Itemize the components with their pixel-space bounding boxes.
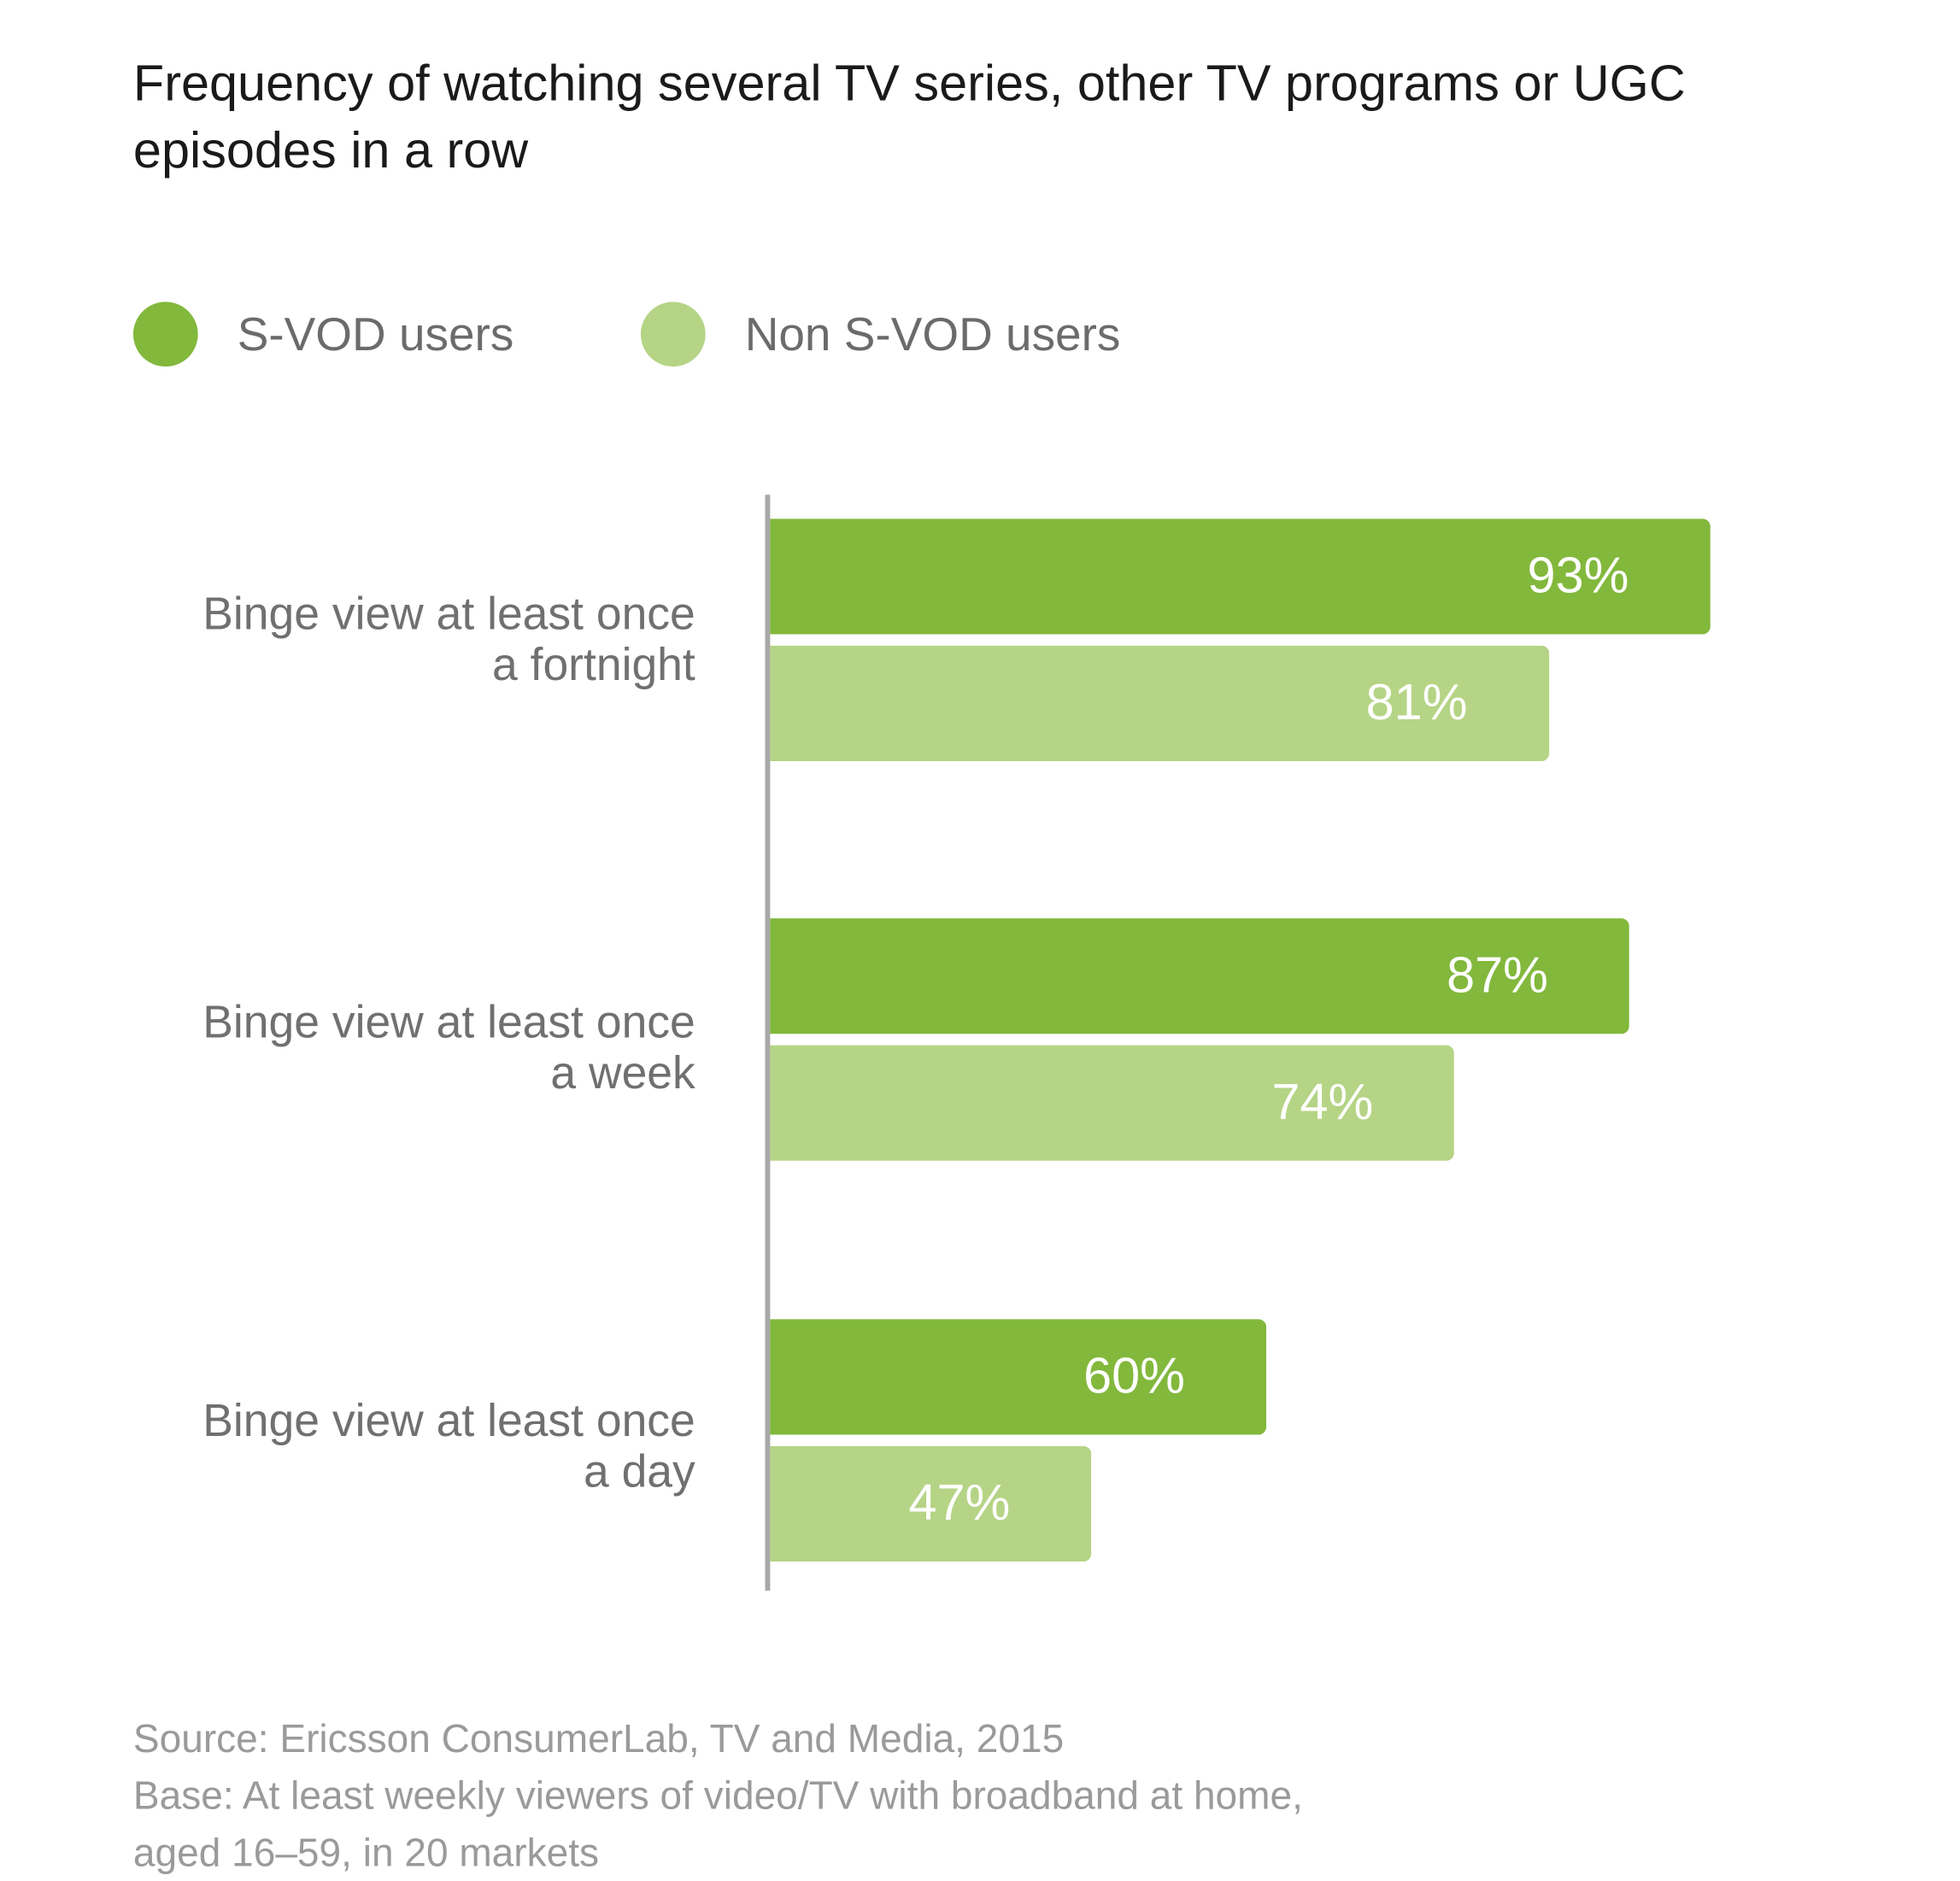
category-label-line: a fortnight	[492, 637, 695, 690]
bar-non-svod-0: 81%	[770, 645, 1549, 761]
bar-svod-1: 87%	[770, 918, 1630, 1034]
data-label: 60%	[1083, 1348, 1185, 1404]
category-label-day: Binge view at least once a day	[76, 1394, 695, 1497]
source-line: Source: Ericsson ConsumerLab, TV and Med…	[132, 1716, 1065, 1761]
legend-label-svod: S-VOD users	[237, 308, 514, 360]
legend-swatch-non-svod	[640, 302, 706, 367]
legend-item-non-svod: Non S-VOD users	[640, 302, 1121, 367]
category-label-line: a week	[550, 1046, 695, 1099]
bar-svod-0: 93%	[770, 519, 1711, 635]
base-line: Base: At least weekly viewers of video/T…	[132, 1773, 1303, 1819]
category-label-line: Binge view at least once	[202, 995, 695, 1048]
chart-title: Frequency of watching several TV series,…	[132, 56, 1686, 179]
category-label-line: a day	[583, 1444, 695, 1497]
data-label: 87%	[1447, 947, 1548, 1004]
bar-non-svod-2: 47%	[770, 1445, 1092, 1562]
bar-svod-2: 60%	[770, 1319, 1267, 1435]
data-label: 47%	[908, 1475, 1011, 1532]
data-label: 81%	[1365, 675, 1468, 731]
data-label: 93%	[1527, 548, 1629, 604]
category-label-line: Binge view at least once	[202, 587, 695, 640]
base-line: aged 16–59, in 20 markets	[132, 1830, 600, 1875]
data-label: 74%	[1271, 1074, 1374, 1131]
legend-swatch-svod	[132, 302, 198, 367]
category-label-line: Binge view at least once	[202, 1394, 695, 1446]
y-axis-line	[765, 495, 771, 1591]
category-label-fortnight: Binge view at least once a fortnight	[76, 587, 695, 690]
source-note: Source: Ericsson ConsumerLab, TV and Med…	[133, 1710, 1303, 1881]
bar-non-svod-1: 74%	[770, 1045, 1455, 1161]
legend-item-svod: S-VOD users	[132, 302, 514, 367]
category-label-week: Binge view at least once a week	[76, 995, 695, 1099]
legend-label-non-svod: Non S-VOD users	[744, 308, 1121, 360]
